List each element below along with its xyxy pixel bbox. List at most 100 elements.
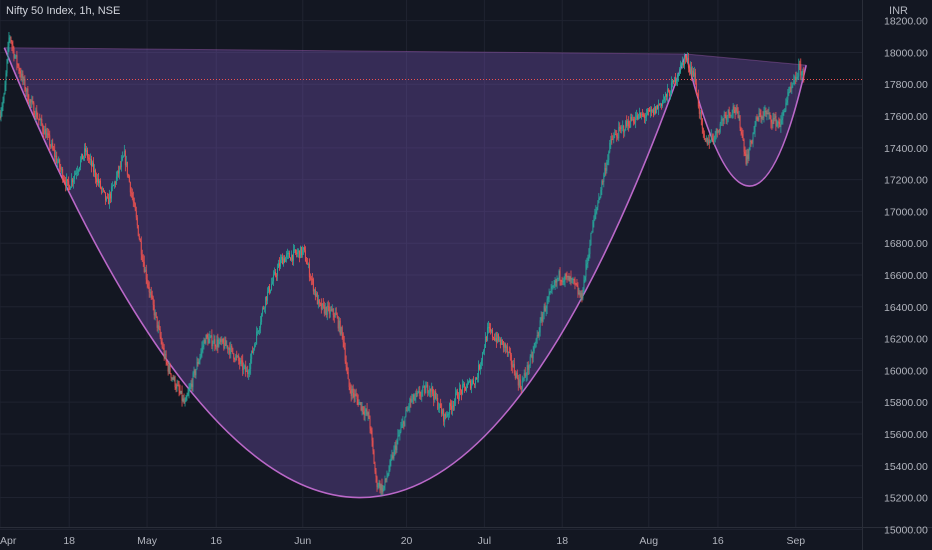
candle-up — [543, 306, 545, 314]
candle-down — [703, 133, 705, 140]
candle-down — [762, 116, 764, 118]
candle-up — [110, 186, 112, 199]
candle-up — [281, 256, 282, 260]
candle-up — [449, 403, 451, 414]
candle-down — [741, 131, 743, 135]
candle-up — [664, 97, 665, 101]
candle-down — [36, 110, 38, 119]
candle-down — [734, 109, 736, 114]
candle-up — [656, 105, 657, 114]
candle-down — [581, 293, 583, 299]
candle-up — [94, 170, 95, 173]
candle-down — [17, 64, 19, 66]
candle-down — [352, 388, 354, 394]
candle-up — [55, 155, 57, 157]
candle-up — [285, 257, 286, 262]
candle-down — [659, 104, 660, 106]
x-tick-label: Jun — [294, 535, 311, 547]
candle-up — [164, 353, 166, 358]
candle-up — [15, 55, 17, 57]
candle-down — [11, 41, 13, 46]
candle-down — [60, 167, 62, 170]
candle-down — [778, 121, 780, 125]
candle-up — [423, 386, 425, 388]
candle-down — [684, 56, 686, 59]
candle-up — [535, 338, 537, 343]
candle-up — [3, 94, 5, 101]
candle-up — [785, 102, 787, 111]
candle-up — [667, 89, 668, 97]
candle-up — [609, 142, 611, 152]
candle-up — [408, 406, 410, 408]
candle-down — [175, 387, 177, 389]
candle-up — [660, 103, 661, 105]
candle-down — [310, 278, 312, 280]
candle-up — [764, 111, 766, 113]
candle-up — [597, 203, 599, 208]
candle-up — [608, 151, 610, 161]
candle-down — [330, 309, 332, 311]
candle-down — [775, 115, 777, 127]
candle-down — [700, 112, 702, 120]
candle-up — [662, 101, 663, 106]
candle-down — [643, 114, 645, 116]
candle-up — [149, 292, 151, 294]
candle-down — [127, 174, 129, 176]
candle-down — [458, 398, 460, 400]
x-tick-label: Jul — [478, 535, 491, 547]
candle-up — [471, 383, 472, 389]
candle-up — [338, 320, 340, 329]
candle-up — [277, 267, 278, 276]
candle-down — [502, 341, 504, 348]
candle-up — [190, 383, 192, 387]
candle-up — [80, 159, 82, 168]
candle-up — [409, 398, 411, 407]
candle-down — [179, 390, 181, 394]
candle-down — [702, 128, 704, 134]
candle-down — [294, 249, 296, 253]
candle-up — [525, 375, 527, 377]
candle-up — [515, 372, 517, 379]
candle-down — [229, 348, 231, 355]
candle-down — [132, 197, 134, 203]
candle-down — [716, 128, 718, 133]
candle-up — [601, 181, 603, 191]
candle-down — [49, 135, 51, 146]
candle-down — [430, 388, 432, 392]
y-tick-label: 18200.00 — [884, 16, 928, 28]
candle-down — [170, 373, 172, 378]
candle-up — [727, 110, 729, 117]
candle-up — [591, 232, 593, 234]
candle-up — [585, 264, 587, 277]
candle-up — [689, 67, 691, 71]
candle-down — [509, 352, 511, 355]
candle-down — [770, 115, 772, 123]
candle-down — [160, 336, 162, 342]
candle-up — [113, 182, 115, 186]
candle-down — [342, 333, 344, 343]
candle-down — [356, 395, 358, 400]
y-tick-label: 18000.00 — [884, 47, 928, 59]
candle-up — [250, 358, 252, 370]
candle-up — [268, 286, 270, 292]
candle-down — [289, 252, 290, 258]
candle-down — [263, 308, 265, 310]
candle-down — [491, 330, 493, 338]
candle-up — [122, 156, 124, 158]
candle-down — [694, 72, 696, 84]
cup-pattern-rim — [4, 47, 686, 55]
candle-up — [663, 100, 664, 102]
candle-up — [7, 46, 9, 60]
candle-up — [75, 173, 77, 175]
candle-down — [223, 342, 225, 349]
candle-up — [397, 435, 399, 441]
candle-up — [302, 247, 304, 250]
candle-up — [199, 356, 201, 361]
candle-down — [406, 410, 408, 412]
candle-down — [576, 284, 578, 287]
candle-down — [531, 354, 533, 359]
candle-down — [349, 387, 351, 391]
candle-up — [671, 82, 672, 95]
candle-up — [545, 308, 547, 312]
candle-up — [496, 334, 498, 343]
